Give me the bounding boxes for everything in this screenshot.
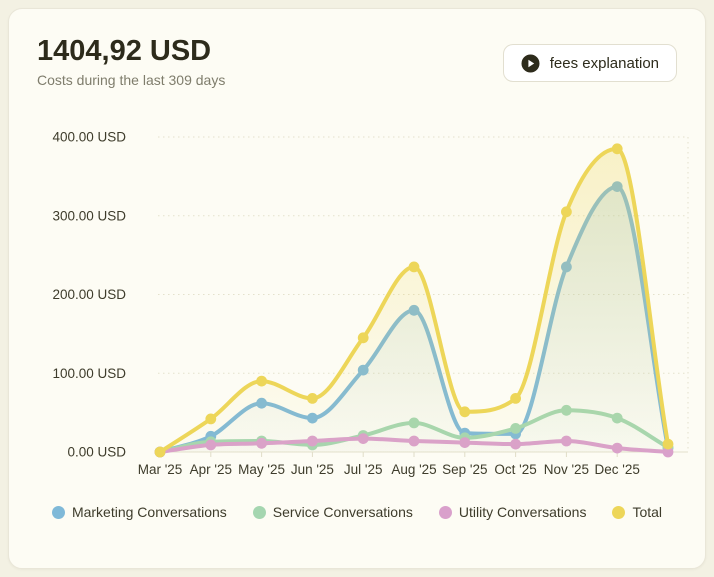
legend-label: Total [632,504,663,520]
total-cost-value: 1404,92 USD [37,35,212,67]
x-axis-tick-label: Sep '25 [442,462,487,477]
x-axis-tick-label: May '25 [238,462,285,477]
series-point-total[interactable] [611,143,623,155]
title-block: 1404,92 USD Costs during the last 309 da… [37,35,225,88]
x-axis-tick-label: Oct '25 [494,462,536,477]
legend-item-total[interactable]: Total [612,504,662,520]
play-icon [521,54,540,73]
legend-color-dot [438,505,452,519]
series-point-total[interactable] [408,261,420,273]
legend-color-dot [51,505,65,519]
y-axis-tick-label: 300.00 USD [52,208,126,223]
costs-line-chart[interactable]: 0.00 USD 100.00 USD 200.00 USD 300.00 USD 40… [9,9,706,569]
series-point-total[interactable] [256,375,267,387]
series-point-total[interactable] [459,406,471,418]
x-axis-tick-label: Jul '25 [344,462,383,477]
x-axis-tick-label: Mar '25 [138,462,183,477]
legend-item-marketing-conversations[interactable]: Marketing Conversations [51,504,227,520]
series-point-total[interactable] [154,446,166,458]
x-axis-tick-label: Jun '25 [291,462,334,477]
y-axis-tick-label: 400.00 USD [52,130,126,145]
series-point-total[interactable] [205,413,217,425]
x-axis-tick-label: Dec '25 [595,462,640,477]
legend-item-service-conversations[interactable]: Service Conversations [252,504,413,520]
series-point-total[interactable] [307,393,318,404]
series-point-total[interactable] [662,438,674,450]
series-point-total[interactable] [357,332,369,344]
legend-label: Marketing Conversations [71,504,227,520]
legend-label: Service Conversations [272,504,413,520]
chart-legend: Marketing Conversations Service Conversat… [9,504,705,520]
card-header: 1404,92 USD Costs during the last 309 da… [37,35,677,88]
series-point-total[interactable] [510,393,521,404]
legend-item-utility-conversations[interactable]: Utility Conversations [438,504,587,520]
y-axis-tick-label: 100.00 USD [52,366,126,381]
y-axis-tick-label: 0.00 USD [67,445,126,460]
fees-explanation-label: fees explanation [549,54,659,72]
chart-canvas[interactable]: 0.00 USD 100.00 USD 200.00 USD 300.00 USD 40… [9,9,706,569]
y-axis-tick-label: 200.00 USD [52,287,126,302]
cost-period-subtitle: Costs during the last 309 days [37,72,226,89]
series-area-total [160,148,668,453]
x-axis-tick-label: Apr '25 [190,462,232,477]
legend-color-dot [252,505,266,519]
x-axis-tick-label: Nov '25 [544,462,589,477]
x-axis-tick-label: Aug '25 [391,462,436,477]
series-point-total[interactable] [561,206,572,218]
legend-color-dot [612,505,626,519]
fees-explanation-button[interactable]: fees explanation [502,44,677,82]
costs-card: 1404,92 USD Costs during the last 309 da… [8,8,706,569]
legend-label: Utility Conversations [458,504,587,520]
